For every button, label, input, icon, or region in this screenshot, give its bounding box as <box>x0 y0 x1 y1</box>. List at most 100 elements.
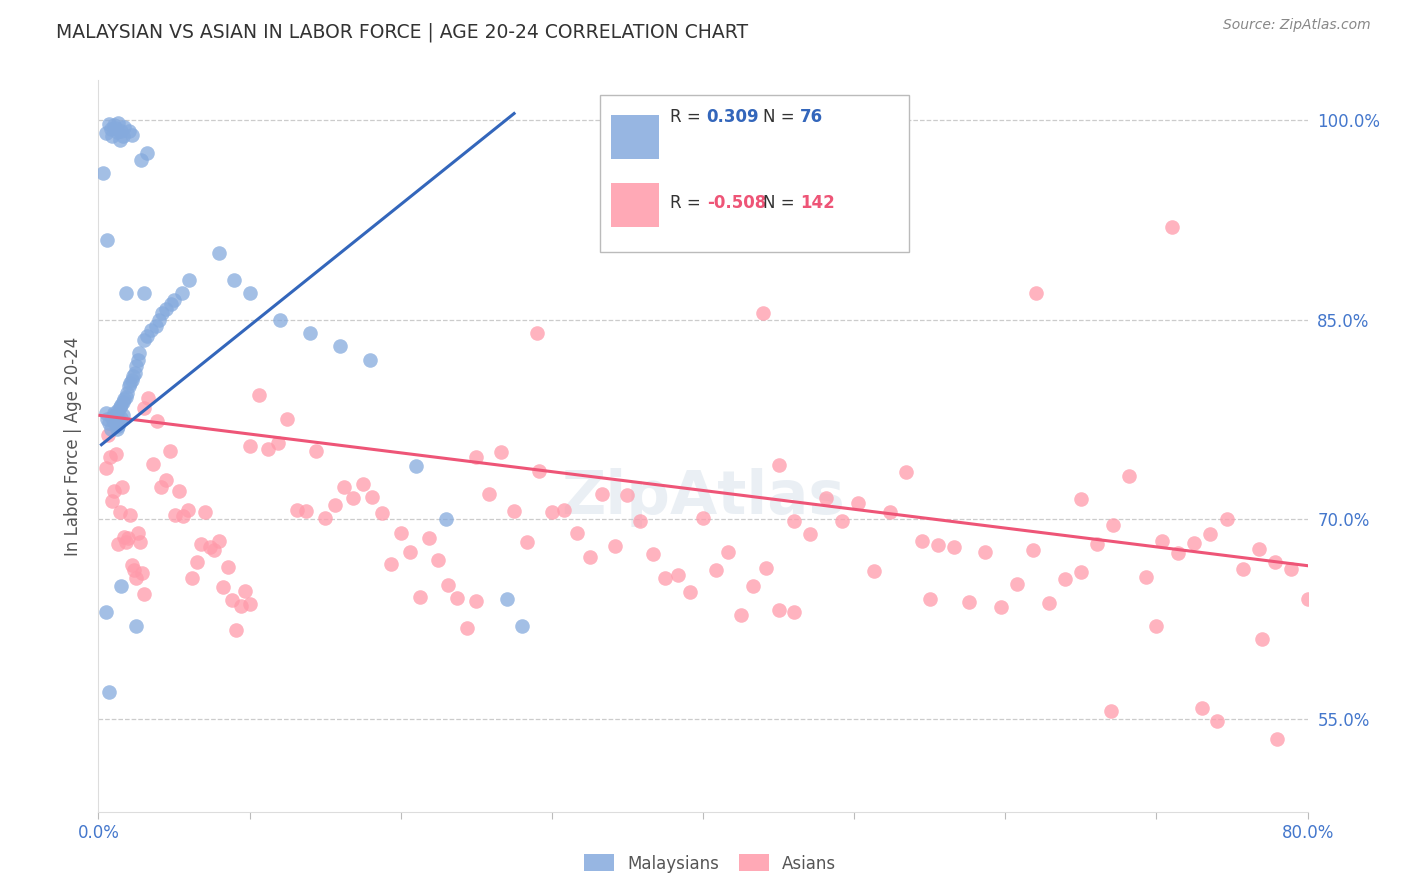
Point <box>768 458 790 473</box>
Point <box>491 445 513 459</box>
Point <box>1232 562 1254 576</box>
Point <box>111 395 134 409</box>
Point <box>125 359 148 374</box>
Point <box>380 558 402 572</box>
Point <box>1150 533 1173 548</box>
Point <box>269 312 291 326</box>
Point <box>98 685 121 699</box>
Point <box>132 587 155 601</box>
Point <box>641 547 664 561</box>
Point <box>510 618 533 632</box>
Point <box>553 503 575 517</box>
Point <box>94 605 117 619</box>
Point <box>465 450 488 465</box>
Point <box>437 577 460 591</box>
Point <box>104 417 127 431</box>
Point <box>666 567 689 582</box>
Text: Source: ZipAtlas.com: Source: ZipAtlas.com <box>1223 18 1371 32</box>
Text: 76: 76 <box>800 108 823 126</box>
Point <box>122 563 145 577</box>
Point <box>124 366 146 380</box>
Point <box>118 379 141 393</box>
Point <box>329 339 352 353</box>
Point <box>863 564 886 578</box>
Point <box>179 273 201 287</box>
Point <box>181 571 204 585</box>
Point <box>225 624 247 638</box>
Text: R =: R = <box>671 108 702 126</box>
Point <box>654 571 676 585</box>
Point <box>131 566 153 581</box>
Point <box>121 558 143 573</box>
Point <box>100 422 122 436</box>
Point <box>125 571 148 585</box>
FancyBboxPatch shape <box>612 183 659 227</box>
Point <box>239 439 262 453</box>
Point <box>418 532 440 546</box>
Point <box>117 531 139 545</box>
Point <box>990 599 1012 614</box>
Point <box>132 401 155 416</box>
Point <box>110 398 132 412</box>
Point <box>1206 714 1229 729</box>
Point <box>1296 592 1319 607</box>
Point <box>122 368 145 383</box>
Point <box>342 491 364 505</box>
Point <box>799 526 821 541</box>
FancyBboxPatch shape <box>612 115 659 159</box>
Point <box>1215 511 1237 525</box>
Point <box>752 306 775 320</box>
Point <box>1102 518 1125 533</box>
Point <box>285 503 308 517</box>
Point <box>107 116 129 130</box>
Point <box>742 579 765 593</box>
Point <box>239 597 262 611</box>
Point <box>229 599 252 613</box>
Point <box>163 508 186 522</box>
Point <box>526 326 548 340</box>
Text: ZipAtlas: ZipAtlas <box>561 467 845 526</box>
Point <box>108 133 131 147</box>
Point <box>224 273 246 287</box>
Point <box>1135 570 1157 584</box>
Point <box>110 579 132 593</box>
Point <box>94 461 117 475</box>
Point <box>132 286 155 301</box>
Point <box>267 435 290 450</box>
Point <box>1038 596 1060 610</box>
Point <box>333 480 356 494</box>
Point <box>323 498 346 512</box>
Point <box>146 414 169 428</box>
Point <box>194 506 217 520</box>
Point <box>565 526 588 541</box>
Point <box>257 442 280 457</box>
Point <box>110 411 132 425</box>
Point <box>107 537 129 551</box>
Point <box>692 511 714 525</box>
Point <box>128 534 150 549</box>
Point <box>127 352 149 367</box>
Point <box>405 458 427 473</box>
Point <box>96 412 118 426</box>
Point <box>115 385 138 400</box>
Point <box>142 457 165 471</box>
Point <box>495 591 517 606</box>
Point <box>103 483 125 498</box>
Point <box>198 540 221 554</box>
Point <box>101 411 124 425</box>
Point <box>121 128 143 142</box>
Point <box>170 286 193 301</box>
Point <box>150 480 173 494</box>
Point <box>104 409 127 423</box>
Point <box>100 122 122 136</box>
Point <box>1085 537 1108 551</box>
Point <box>1279 561 1302 575</box>
Point <box>704 563 727 577</box>
Point <box>114 390 136 404</box>
Point <box>768 602 790 616</box>
Point <box>118 124 141 138</box>
Text: R =: R = <box>671 194 702 212</box>
Point <box>186 555 208 569</box>
Point <box>371 507 394 521</box>
Point <box>591 487 613 501</box>
